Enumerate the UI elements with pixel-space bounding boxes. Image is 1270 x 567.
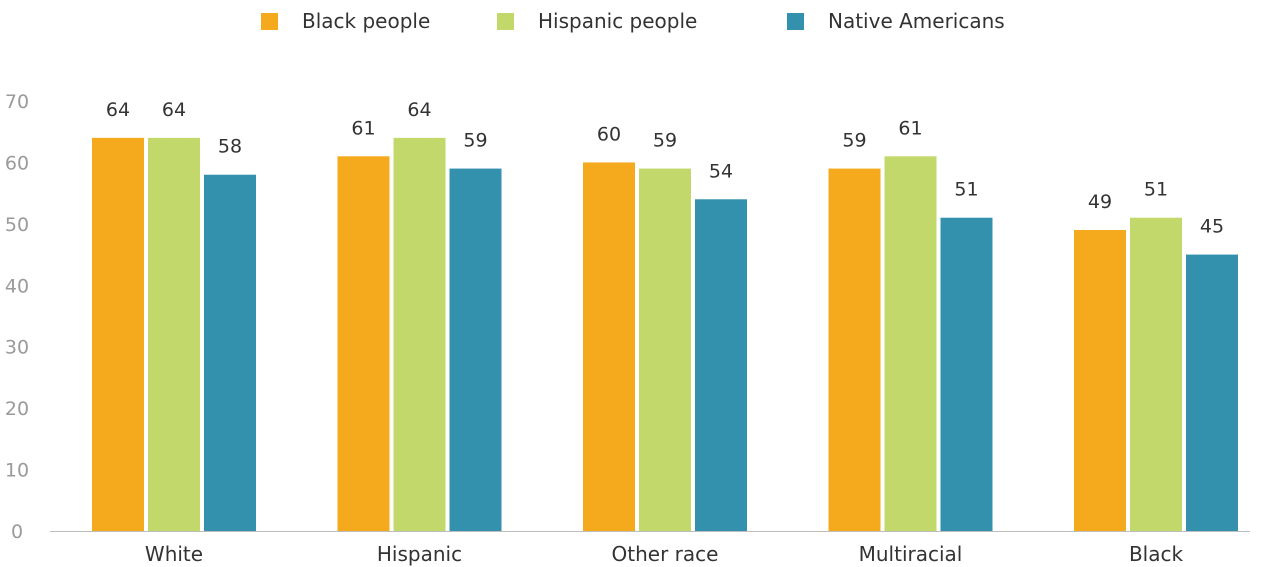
legend-swatch-series-3 [787,12,804,30]
data-label: 54 [709,160,733,182]
legend-label-series-2: Hispanic people [538,9,698,33]
bar [828,168,881,532]
data-label: 61 [351,117,375,139]
bar [337,156,390,532]
bar [1130,217,1182,531]
x-tick-label: White [145,542,203,566]
bar [1074,230,1126,531]
data-label: 61 [898,117,922,139]
legend-item-series-3: Native Americans [787,8,1005,34]
legend-item-series-1: Black people [261,8,430,34]
data-label: 64 [407,99,431,121]
x-tick-label: Multiracial [859,542,963,566]
y-tick-label: 10 [5,460,29,482]
data-label: 59 [653,130,677,152]
x-tick-label: Hispanic [377,542,462,566]
data-label: 49 [1088,191,1112,213]
legend-label-series-3: Native Americans [828,9,1005,33]
bar [1186,254,1238,532]
bar [583,162,635,531]
chart-legend: Black people Hispanic people Native Amer… [0,8,1270,38]
y-tick-label: 30 [5,337,29,359]
x-tick-label: Black [1129,542,1184,566]
y-tick-label: 60 [5,152,29,174]
data-label: 64 [162,99,186,121]
data-label: 58 [218,136,242,158]
y-tick-label: 0 [11,521,23,543]
y-tick-label: 70 [5,91,29,113]
y-tick-label: 50 [5,214,29,236]
bar [940,217,993,531]
data-label: 60 [597,123,621,145]
bar [92,137,144,531]
bar [393,137,446,531]
data-label: 45 [1200,216,1224,238]
bar [449,168,502,532]
bar [204,174,256,531]
bar [639,168,691,532]
y-tick-label: 20 [5,398,29,420]
x-tick-label: Other race [612,542,719,566]
bar [884,156,937,532]
data-label: 59 [463,130,487,152]
data-label: 51 [1144,179,1168,201]
legend-swatch-series-1 [261,12,278,30]
legend-label-series-1: Black people [302,9,431,33]
data-label: 59 [842,130,866,152]
bar [695,199,747,532]
legend-swatch-series-2 [497,12,514,30]
data-label: 51 [954,179,978,201]
data-label: 64 [106,99,130,121]
bar [148,137,200,531]
legend-item-series-2: Hispanic people [497,8,697,34]
y-tick-label: 40 [5,275,29,297]
